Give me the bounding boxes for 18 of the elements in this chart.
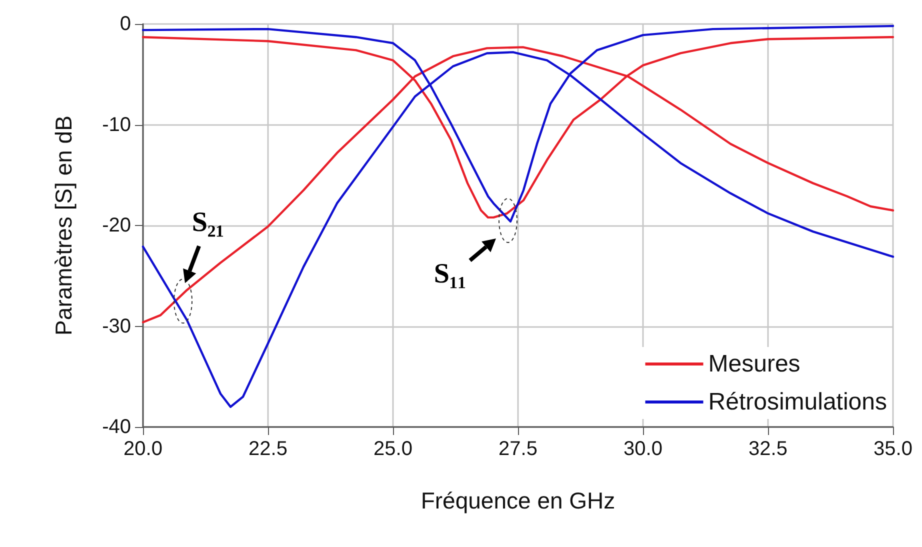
x-tick-label: 35.0 [874,438,912,460]
y-tick-label: -10 [102,114,131,136]
x-tick-label: 32.5 [748,438,788,460]
x-tick-label: 25.0 [374,438,412,460]
legend-label: Rétrosimulations [708,388,887,416]
annotation: S₂₁ [192,207,224,238]
x-tick-label: 20.0 [124,438,162,460]
x-tick-label: 27.5 [498,438,538,460]
y-tick-label: -30 [102,315,131,338]
x-tick-label: 22.5 [248,438,288,460]
x-tick-label: 30.0 [624,438,662,460]
annotation: S₁₁ [434,258,466,290]
y-tick-label: 0 [120,13,131,35]
x-axis-title: Fréquence en GHz [420,488,616,514]
y-axis-title: Paramètres [S] en dB [50,116,76,336]
y-tick-label: -40 [102,416,131,438]
y-tick-label: -20 [102,214,131,236]
legend-label: Mesures [708,350,800,378]
